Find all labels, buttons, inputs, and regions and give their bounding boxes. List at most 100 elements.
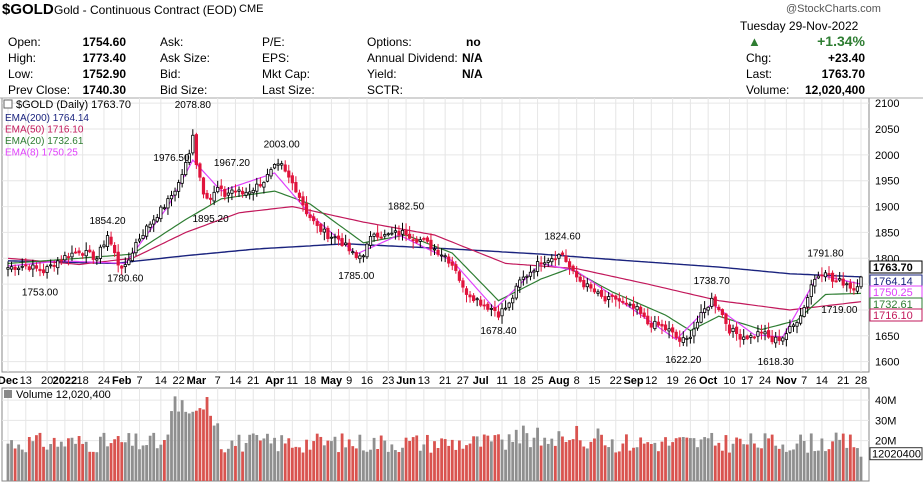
candle-body bbox=[692, 328, 696, 337]
x-tick-label: 28 bbox=[855, 375, 867, 387]
ask-size-label: Ask Size: bbox=[160, 51, 211, 65]
x-tick-label: 7 bbox=[215, 375, 221, 387]
last-value-tag-text: 1750.25 bbox=[873, 287, 913, 299]
volume-bar bbox=[162, 440, 166, 481]
candle-body bbox=[41, 269, 46, 274]
volume-bar bbox=[838, 439, 842, 481]
volume-bar bbox=[113, 439, 117, 481]
candle-body bbox=[500, 308, 504, 317]
candle-body bbox=[187, 153, 191, 163]
volume-bar bbox=[713, 445, 717, 481]
candle-body bbox=[578, 276, 582, 282]
volume-bar bbox=[720, 450, 724, 481]
volume-bar bbox=[394, 450, 397, 481]
volume-y-tick-label: 30M bbox=[875, 415, 896, 427]
candle-body bbox=[155, 217, 159, 222]
volume-bar bbox=[187, 413, 191, 481]
candle-body bbox=[575, 271, 579, 278]
candle-body bbox=[368, 236, 373, 246]
price-y-tick-label: 1900 bbox=[875, 202, 899, 214]
quote-date: Tuesday 29-Nov-2022 bbox=[740, 19, 859, 33]
candle-body bbox=[169, 195, 174, 200]
candle-body bbox=[553, 258, 557, 261]
candle-body bbox=[262, 181, 266, 188]
x-tick-label: Jun bbox=[396, 375, 416, 387]
candle-body bbox=[795, 322, 799, 327]
volume-bar bbox=[301, 452, 305, 481]
volume-bar bbox=[347, 439, 351, 481]
candle-body bbox=[372, 233, 376, 237]
volume-bar bbox=[202, 409, 205, 481]
volume-bar bbox=[831, 441, 834, 481]
last-value-tag: 1732.61 bbox=[869, 297, 923, 311]
candle-body bbox=[344, 242, 348, 246]
volume-bar bbox=[511, 441, 515, 481]
volume-bar bbox=[180, 400, 184, 481]
volume-bar bbox=[660, 441, 664, 481]
volume-bar bbox=[475, 436, 479, 481]
price-annotation: 1753.00 bbox=[22, 288, 59, 299]
volume-bar bbox=[123, 442, 127, 481]
volume-bar bbox=[564, 441, 568, 481]
candle-body bbox=[315, 221, 319, 226]
last-value-tag-box bbox=[869, 308, 923, 322]
volume-bar bbox=[230, 440, 234, 481]
candle-body bbox=[148, 223, 152, 228]
x-tick-label: 9 bbox=[346, 375, 352, 387]
candle-body bbox=[607, 296, 611, 300]
volume-bar bbox=[703, 437, 707, 481]
candle-body bbox=[81, 253, 85, 256]
volume-bar bbox=[425, 434, 429, 481]
volume-bar bbox=[472, 436, 475, 481]
symbol[interactable]: $GOLD bbox=[2, 1, 54, 18]
candle-body bbox=[159, 206, 163, 220]
volume-bar bbox=[671, 442, 675, 481]
candle-body bbox=[145, 225, 149, 237]
mkt-cap-label: Mkt Cap: bbox=[262, 67, 311, 81]
volume-bar bbox=[667, 445, 671, 481]
volume-bar bbox=[585, 448, 589, 481]
candle-body bbox=[63, 255, 67, 261]
x-tick-label: Apr bbox=[265, 375, 285, 387]
candle-body bbox=[745, 335, 749, 340]
candle-body bbox=[198, 163, 202, 178]
volume-value: 12,020,400 bbox=[804, 83, 865, 97]
candle-body bbox=[511, 297, 515, 304]
ema-50-line bbox=[7, 205, 862, 311]
volume-bar bbox=[774, 445, 778, 481]
candle-body bbox=[27, 266, 31, 271]
volume-bar bbox=[816, 450, 820, 481]
volume-last-tag-box bbox=[869, 447, 923, 461]
candle-body bbox=[518, 279, 522, 288]
x-tick-label: 7 bbox=[801, 375, 807, 387]
candle-body bbox=[173, 190, 177, 196]
volume-bar bbox=[226, 448, 230, 481]
candle-body bbox=[525, 275, 529, 278]
volume-bar bbox=[258, 440, 262, 481]
x-tick-label: 17 bbox=[741, 375, 753, 387]
volume-bar bbox=[788, 450, 792, 481]
candle-body bbox=[585, 283, 589, 288]
x-tick-label: 19 bbox=[667, 375, 679, 387]
volume-bar bbox=[148, 435, 152, 481]
volume-bar bbox=[130, 445, 134, 481]
volume-bar bbox=[6, 443, 10, 481]
candle-body bbox=[628, 303, 632, 306]
low-label: Low: bbox=[8, 67, 34, 81]
last-value-tag-box bbox=[869, 260, 923, 274]
volume-bar bbox=[173, 396, 177, 481]
candle-body bbox=[276, 163, 280, 166]
volume-bar bbox=[493, 435, 497, 481]
price-annotation: 1882.50 bbox=[388, 202, 425, 213]
candle-body bbox=[543, 262, 547, 265]
candle-body bbox=[830, 272, 835, 282]
price-annotation: 2003.00 bbox=[264, 139, 301, 150]
volume-bar bbox=[529, 447, 532, 481]
candle-body bbox=[461, 280, 465, 288]
volume-bar bbox=[109, 443, 113, 481]
volume-bar bbox=[337, 452, 340, 481]
credit-link[interactable]: @StockCharts.com bbox=[786, 3, 881, 15]
volume-bar bbox=[571, 439, 575, 481]
candle-body bbox=[713, 296, 717, 307]
candle-body bbox=[248, 191, 252, 195]
